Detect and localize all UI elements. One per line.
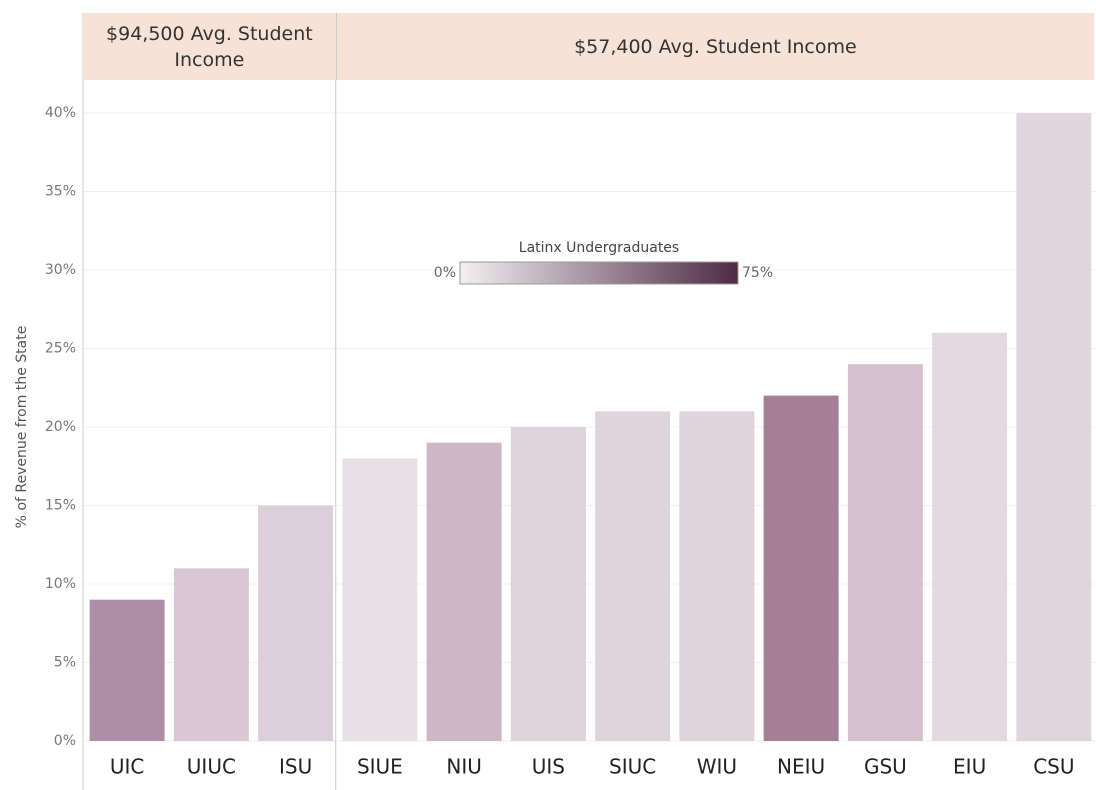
x-tick-label: GSU — [864, 755, 907, 779]
bar — [258, 505, 334, 741]
bar — [1016, 113, 1092, 741]
x-tick-label: UIC — [110, 755, 145, 779]
x-tick-label: WIU — [697, 755, 737, 779]
bar — [847, 364, 923, 741]
y-tick-label: 40% — [45, 105, 76, 121]
y-tick-label: 30% — [45, 262, 76, 278]
y-tick-label: 0% — [54, 733, 76, 749]
group-header: $94,500 Avg. Student Income — [83, 13, 336, 80]
bar — [595, 411, 671, 741]
y-tick-label: 10% — [45, 576, 76, 592]
x-tick-label: ISU — [279, 755, 312, 779]
bar — [426, 442, 502, 741]
group-header: $57,400 Avg. Student Income — [335, 13, 1094, 80]
bar — [932, 332, 1008, 741]
bar — [679, 411, 755, 741]
x-tick-label: SIUC — [609, 755, 656, 779]
x-tick-label: UIUC — [187, 755, 236, 779]
x-tick-label: EIU — [953, 755, 986, 779]
bar — [173, 568, 249, 741]
y-tick-label: 25% — [45, 341, 76, 357]
y-tick-label: 35% — [45, 184, 76, 200]
legend-ramp — [459, 261, 739, 285]
y-axis-label: % of Revenue from the State — [14, 326, 30, 529]
legend-title: Latinx Undergraduates — [519, 240, 679, 256]
bar — [510, 427, 586, 741]
x-tick-label: NEIU — [777, 755, 825, 779]
y-tick-label: 15% — [45, 498, 76, 514]
legend-min: 0% — [434, 265, 456, 281]
x-tick-label: CSU — [1033, 755, 1074, 779]
y-tick-label: 20% — [45, 419, 76, 435]
x-tick-label: NIU — [446, 755, 482, 779]
legend-max: 75% — [742, 265, 773, 281]
bar — [342, 458, 418, 741]
x-tick-label: UIS — [532, 755, 565, 779]
y-tick-label: 5% — [54, 655, 76, 671]
bar — [89, 599, 165, 741]
bar — [763, 395, 839, 741]
x-tick-label: SIUE — [357, 755, 403, 779]
